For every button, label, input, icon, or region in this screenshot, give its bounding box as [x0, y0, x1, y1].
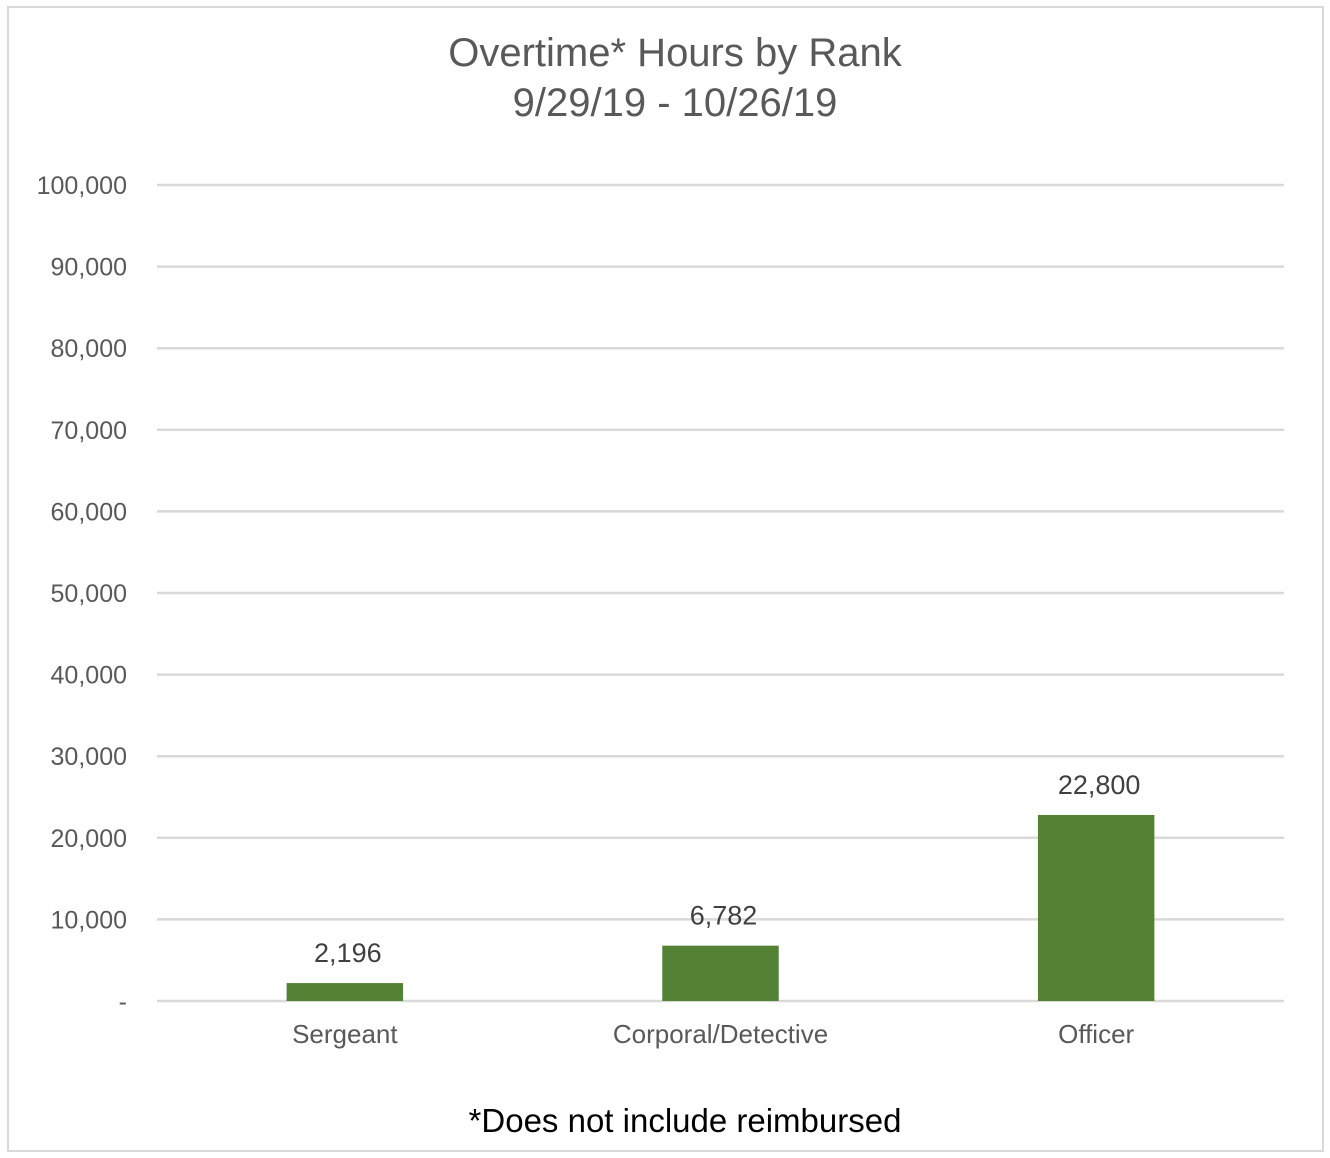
y-tick-label: 10,000 [51, 906, 127, 934]
y-tick-label: - [119, 988, 127, 1016]
data-label: 22,800 [1058, 770, 1141, 800]
y-tick-label: 100,000 [37, 172, 127, 200]
y-axis-tick-labels: - 10,000 20,000 30,000 40,000 50,000 60,000 70,… [37, 172, 127, 1016]
y-tick-label: 20,000 [51, 825, 127, 853]
data-label: 2,196 [314, 938, 382, 968]
bar [286, 983, 404, 1001]
y-tick-label: 30,000 [51, 743, 127, 771]
chart-title-block: Overtime* Hours by Rank 9/29/19 - 10/26/… [0, 28, 1330, 128]
y-tick-label: 90,000 [51, 254, 127, 282]
y-tick-label: 70,000 [51, 417, 127, 445]
data-labels: 2,196 6,782 22,800 [314, 770, 1140, 968]
chart-subtitle: 9/29/19 - 10/26/19 [512, 81, 838, 125]
bars [286, 814, 1155, 1001]
bar [662, 945, 779, 1001]
x-tick-label: Corporal/Detective [613, 1019, 828, 1049]
y-tick-label: 40,000 [51, 662, 127, 690]
chart-title: Overtime* Hours by Rank [448, 31, 902, 75]
y-tick-label: 80,000 [51, 335, 127, 363]
chart-footnote: *Does not include reimbursed [468, 1102, 902, 1139]
x-axis-tick-labels: Sergeant Corporal/Detective Officer [292, 1019, 1134, 1049]
data-label: 6,782 [690, 901, 758, 931]
y-tick-label: 50,000 [51, 580, 127, 608]
x-tick-label: Sergeant [292, 1019, 398, 1049]
x-tick-label: Officer [1058, 1019, 1134, 1049]
bar [1037, 814, 1155, 1001]
y-tick-label: 60,000 [51, 498, 127, 526]
